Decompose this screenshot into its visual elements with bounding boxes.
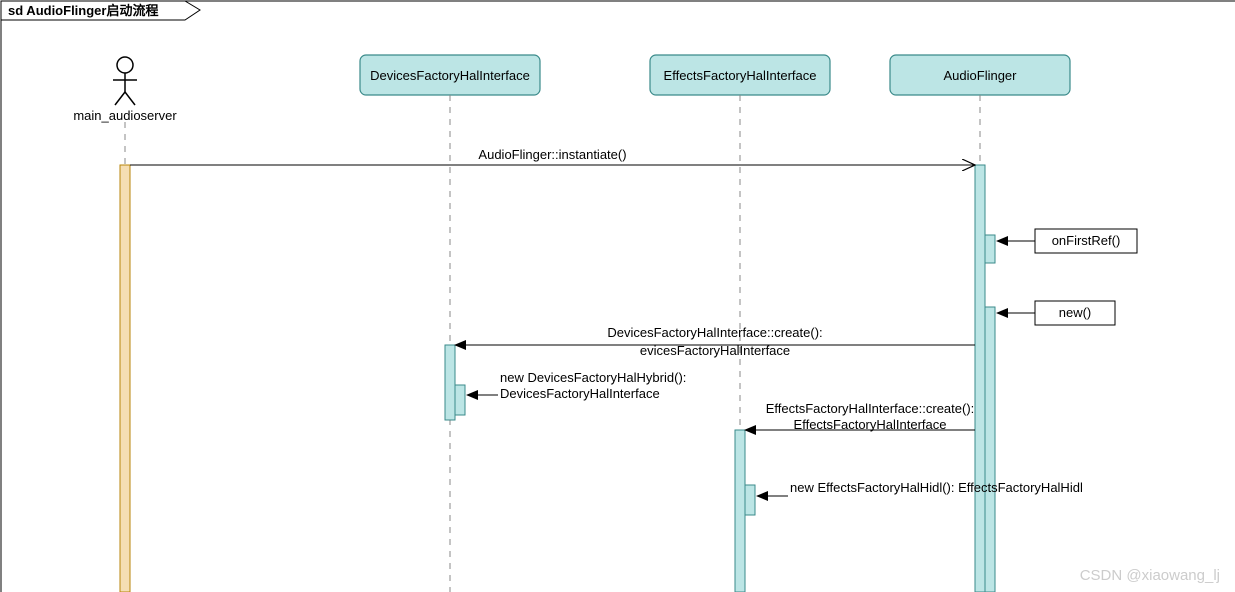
msg-dhybrid-label1: new DevicesFactoryHalHybrid(): [500, 370, 686, 385]
activation-dfhi [445, 345, 455, 420]
diagram-title: sd AudioFlinger启动流程 [8, 3, 158, 18]
activation-dfhi-nested [455, 385, 465, 415]
activation-main [120, 165, 130, 592]
actor-head-icon [117, 57, 133, 73]
msg-dcreate-label2: evicesFactoryHalInterface [640, 343, 790, 358]
activation-efhi-nested [745, 485, 755, 515]
sequence-diagram: sd AudioFlinger启动流程 main_audioserver Devic… [0, 0, 1235, 592]
participant-devices-factory-label: DevicesFactoryHalInterface [370, 68, 530, 83]
watermark: CSDN @xiaowang_lj [1080, 567, 1220, 584]
msg-instantiate-label: AudioFlinger::instantiate() [478, 147, 626, 162]
activation-af-new [985, 307, 995, 592]
participant-audioflinger-label: AudioFlinger [944, 68, 1018, 83]
actor-label: main_audioserver [73, 108, 177, 123]
msg-ecreate-label2: EffectsFactoryHalInterface [794, 417, 947, 432]
activation-af-onfirstref [985, 235, 995, 263]
participant-effects-factory-label: EffectsFactoryHalInterface [664, 68, 817, 83]
msg-ecreate-label1: EffectsFactoryHalInterface::create(): [766, 401, 975, 416]
activation-af [975, 165, 985, 592]
msg-new-label: new() [1059, 305, 1092, 320]
msg-dhybrid-label2: DevicesFactoryHalInterface [500, 386, 660, 401]
msg-ehidl-label: new EffectsFactoryHalHidl(): EffectsFact… [790, 480, 1083, 495]
msg-onfirstref-label: onFirstRef() [1052, 233, 1121, 248]
msg-dcreate-label1: DevicesFactoryHalInterface::create(): [607, 325, 822, 340]
activation-efhi [735, 430, 745, 592]
